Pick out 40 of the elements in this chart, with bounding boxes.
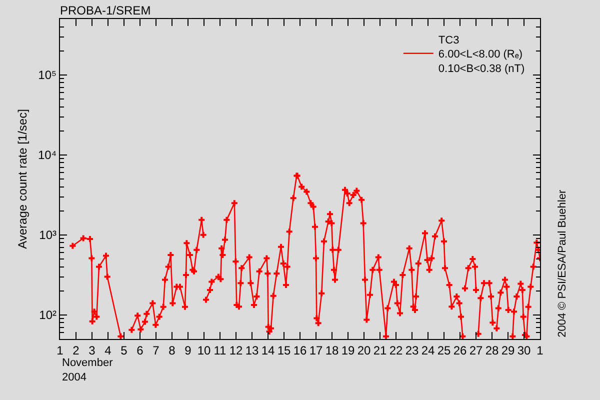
x-tick-label: 1 — [536, 344, 544, 358]
x-tick-label: 3 — [88, 344, 96, 358]
x-tick-label: 22 — [389, 344, 403, 358]
x-tick-label: 27 — [469, 344, 483, 358]
x-axis-title: November 2004 — [62, 357, 114, 384]
x-tick-label: 17 — [309, 344, 323, 358]
x-tick-label: 1 — [56, 344, 64, 358]
x-tick-label: 15 — [277, 344, 291, 358]
y-tick-label: 10³ — [39, 228, 57, 242]
y-tick-label: 10² — [39, 308, 57, 322]
x-tick-label: 5 — [120, 344, 128, 358]
text: 2004 © PSI/ESA/Paul Buehler — [556, 190, 568, 338]
x-tick-label: 6 — [136, 344, 144, 358]
x-tick-label: 20 — [357, 344, 371, 358]
x-tick-label: 9 — [184, 344, 192, 358]
x-tick-label: 11 — [214, 344, 227, 358]
x-tick-label: 13 — [245, 344, 259, 358]
x-tick-label: 19 — [341, 344, 355, 358]
x-tick-label: 14 — [261, 344, 275, 358]
x-tick-label: 24 — [421, 344, 435, 358]
y-axis-title: Average count rate [1/sec] — [15, 109, 30, 249]
y-tick-label: 10⁴ — [38, 148, 56, 162]
x-tick-label: 29 — [501, 344, 515, 358]
x-tick-label: 21 — [373, 344, 387, 358]
x-tick-label: 8 — [168, 344, 176, 358]
x-tick-label: 18 — [325, 344, 339, 358]
x-tick-label: 16 — [293, 344, 307, 358]
x-tick-label: 28 — [485, 344, 499, 358]
x-tick-label: 26 — [453, 344, 467, 358]
legend-label: TC3 6.00<L<8.00 (Rₑ) 0.10<B<0.38 (nT) — [438, 34, 525, 75]
x-tick-label: 30 — [517, 344, 531, 358]
x-tick-label: 12 — [229, 344, 243, 358]
x-tick-label: 10 — [197, 344, 211, 358]
x-tick-label: 4 — [104, 344, 112, 358]
x-tick-label: 25 — [437, 344, 451, 358]
x-tick-label: 23 — [405, 344, 419, 358]
y-tick-label: 10⁵ — [38, 68, 57, 82]
x-tick-label: 7 — [152, 344, 160, 358]
x-tick-label: 2 — [72, 344, 80, 358]
chart-title: PROBA-1/SREM — [60, 3, 151, 18]
